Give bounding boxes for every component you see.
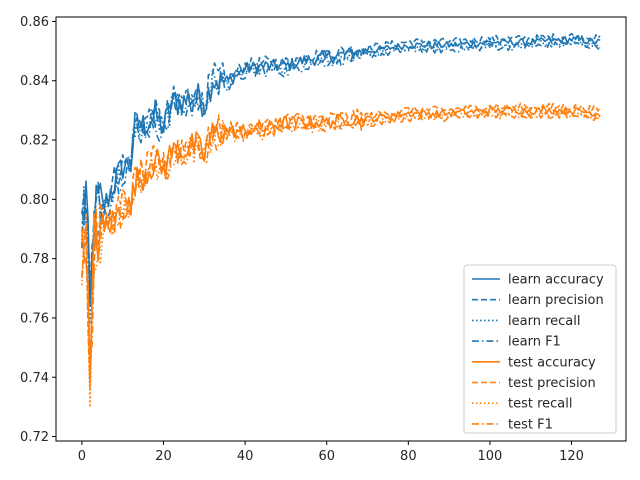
series-layer bbox=[81, 32, 601, 409]
legend-label: learn accuracy bbox=[508, 273, 604, 288]
series-line-learn-accuracy bbox=[81, 35, 601, 306]
x-tick-label: 80 bbox=[400, 449, 417, 464]
legend-label: learn F1 bbox=[508, 335, 561, 350]
legend: learn accuracy learn precision learn recal… bbox=[463, 264, 617, 434]
x-tick-label: 40 bbox=[237, 449, 254, 464]
y-tick-label: 0.78 bbox=[20, 252, 49, 267]
series-line-test-recall bbox=[81, 108, 601, 409]
y-tick-label: 0.84 bbox=[20, 74, 49, 89]
series-line-learn-recall bbox=[81, 38, 601, 325]
plot-frame bbox=[55, 16, 627, 442]
legend-label: learn recall bbox=[508, 314, 580, 329]
series-line-learn-precision bbox=[81, 32, 601, 293]
x-tick-label: 100 bbox=[478, 449, 503, 464]
y-tick-label: 0.72 bbox=[20, 430, 49, 445]
legend-label: test accuracy bbox=[508, 355, 596, 370]
legend-label: test recall bbox=[508, 397, 573, 412]
y-tick-label: 0.80 bbox=[20, 193, 49, 208]
legend-label: test precision bbox=[508, 376, 596, 391]
x-tick-label: 0 bbox=[78, 449, 86, 464]
legend-label: test F1 bbox=[508, 417, 553, 432]
y-tick-label: 0.86 bbox=[20, 15, 49, 30]
y-tick-label: 0.74 bbox=[20, 371, 49, 386]
series-line-test-f1 bbox=[81, 111, 601, 366]
y-tick-label: 0.76 bbox=[20, 311, 49, 326]
x-tick-label: 120 bbox=[559, 449, 584, 464]
x-tick-label: 60 bbox=[318, 449, 335, 464]
legend-box bbox=[463, 264, 617, 434]
series-line-test-precision bbox=[81, 102, 601, 391]
axes-layer: 0 20 40 60 80 100 120 0.72 0.74 0.76 0.78 0.80 0.82 0… bbox=[20, 15, 627, 464]
y-tick-label: 0.82 bbox=[20, 134, 49, 149]
legend-label: learn precision bbox=[508, 293, 604, 308]
series-line-test-accuracy bbox=[81, 106, 601, 384]
x-tick-label: 20 bbox=[155, 449, 172, 464]
